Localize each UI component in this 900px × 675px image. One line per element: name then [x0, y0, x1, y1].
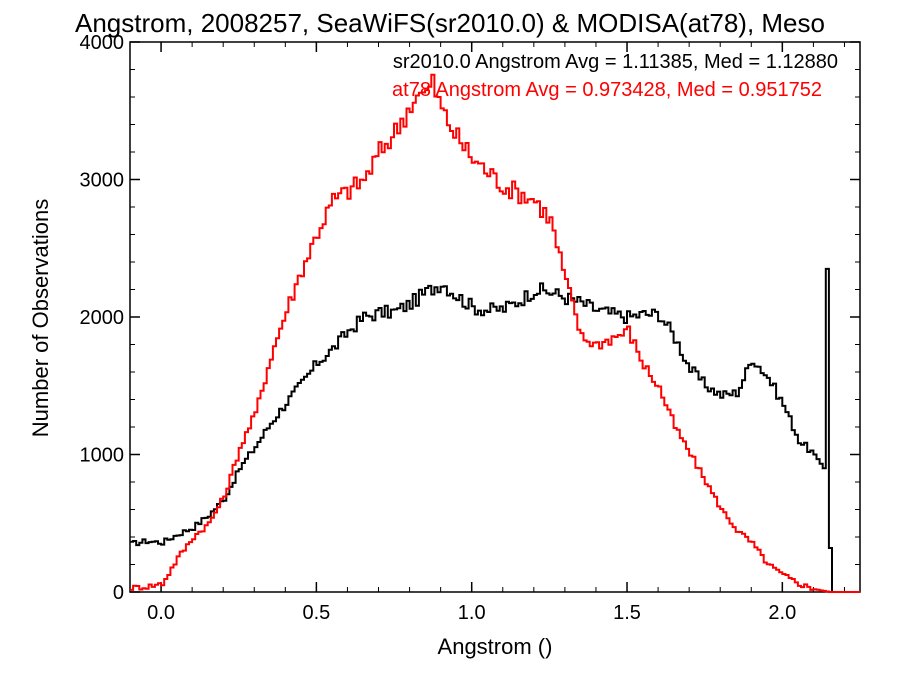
y-tick-label: 3000: [80, 170, 125, 192]
series-layer: [130, 73, 860, 593]
x-tick-label: 1.5: [613, 602, 641, 624]
series-line-1: [130, 73, 860, 593]
y-tick-label: 2000: [80, 307, 125, 329]
series-line-0: [130, 267, 860, 593]
plot-area: 0.0 0.5 1.0 1.5 2.0 0 1000 2000 3000 4000: [80, 32, 861, 624]
y-axis-label: Number of Observations: [28, 199, 53, 437]
x-axis: 0.0 0.5 1.0 1.5 2.0: [147, 42, 845, 624]
annotation-sr2010: sr2010.0 Angstrom Avg = 1.11385, Med = 1…: [393, 51, 838, 73]
x-tick-label: 1.0: [458, 602, 486, 624]
x-tick-label: 0.0: [147, 602, 175, 624]
y-tick-label: 4000: [80, 32, 125, 54]
x-axis-label: Angstrom (): [438, 634, 553, 659]
y-tick-label: 1000: [80, 445, 125, 467]
annotation-at78: at78 Angstrom Avg = 0.973428, Med = 0.95…: [392, 79, 822, 101]
y-tick-label: 0: [113, 582, 124, 604]
chart-title: Angstrom, 2008257, SeaWiFS(sr2010.0) & M…: [75, 8, 825, 38]
x-tick-label: 0.5: [302, 602, 330, 624]
plot-frame: [129, 41, 861, 593]
x-tick-label: 2.0: [768, 602, 796, 624]
y-axis: 0 1000 2000 3000 4000: [80, 32, 860, 604]
